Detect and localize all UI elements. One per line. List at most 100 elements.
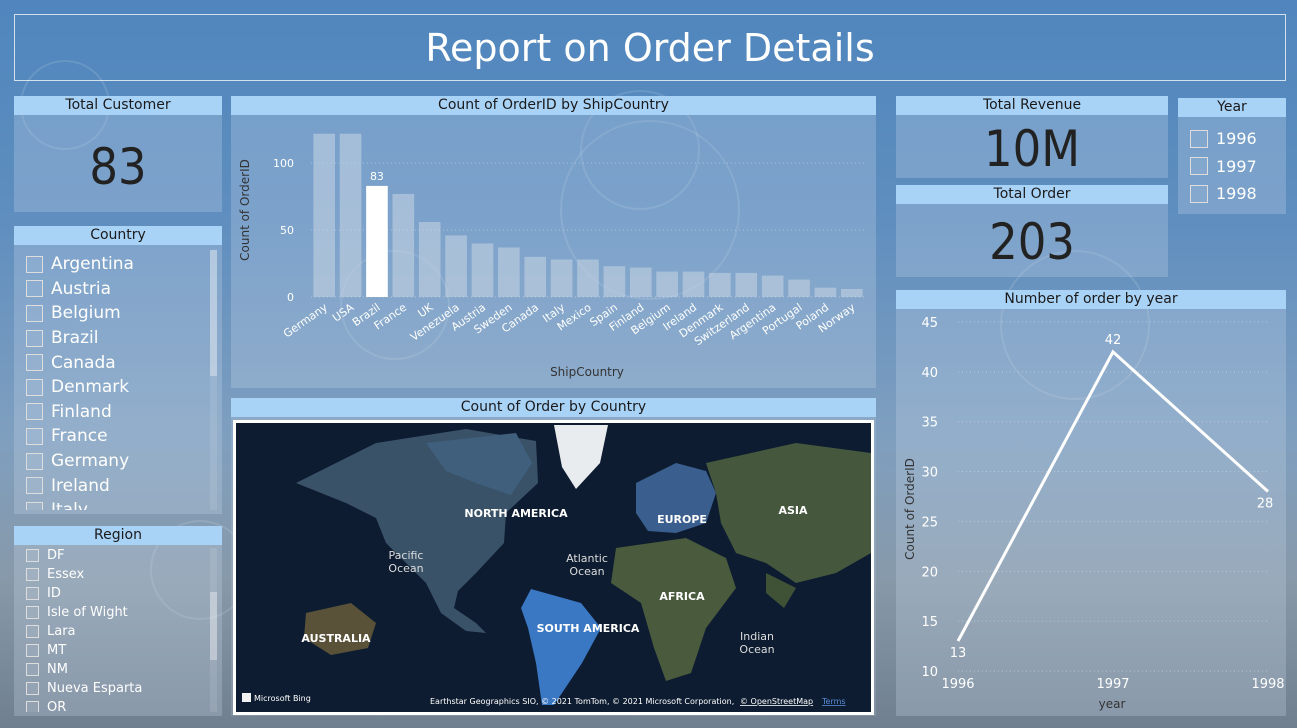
country-option[interactable]: Ireland [26, 473, 208, 498]
y-tick-label: 35 [921, 416, 938, 431]
region-option[interactable]: NM [26, 660, 208, 679]
map-label: Atlantic Ocean [566, 552, 608, 578]
bar[interactable] [550, 259, 573, 297]
bar[interactable] [445, 235, 467, 297]
total-order-card: Total Order 203 [896, 185, 1168, 277]
country-option[interactable]: France [26, 424, 208, 449]
region-option[interactable]: Essex [26, 565, 208, 584]
country-label: Brazil [51, 328, 99, 349]
bar[interactable] [709, 272, 731, 297]
country-slicer: Country Argentina Austria Belgium Brazil Can… [14, 226, 222, 514]
checkbox[interactable] [26, 427, 43, 445]
bar[interactable] [524, 256, 547, 297]
checkbox[interactable] [26, 587, 39, 600]
checkbox[interactable] [26, 501, 43, 510]
checkbox[interactable] [26, 255, 43, 273]
series-line[interactable] [956, 349, 1270, 642]
checkbox[interactable] [26, 625, 39, 638]
checkbox[interactable] [1190, 184, 1208, 203]
map-label: ASIA [778, 504, 808, 517]
bar[interactable] [339, 133, 362, 297]
bar[interactable] [313, 133, 336, 297]
scrollbar-thumb[interactable] [210, 592, 217, 660]
bar[interactable] [735, 272, 758, 297]
region-option[interactable]: ID [26, 584, 208, 603]
country-option[interactable]: Canada [26, 350, 208, 375]
checkbox[interactable] [26, 329, 43, 347]
bar[interactable] [603, 266, 626, 297]
country-label: Belgium [51, 303, 121, 324]
chart-title: Number of order by year [896, 290, 1286, 309]
region-option[interactable]: MT [26, 641, 208, 660]
country-option[interactable]: Brazil [26, 326, 208, 351]
checkbox[interactable] [26, 568, 39, 581]
checkbox[interactable] [26, 280, 43, 298]
checkbox[interactable] [26, 663, 39, 676]
checkbox[interactable] [26, 403, 43, 421]
data-label: 42 [1105, 333, 1122, 348]
map-frame[interactable]: NORTH AMERICA SOUTH AMERICA EUROPE ASIA … [233, 420, 874, 715]
country-option[interactable]: Austria [26, 277, 208, 302]
country-option[interactable]: Belgium [26, 301, 208, 326]
country-option[interactable]: Denmark [26, 375, 208, 400]
checkbox[interactable] [26, 354, 43, 372]
world-map[interactable]: NORTH AMERICA SOUTH AMERICA EUROPE ASIA … [236, 423, 871, 712]
scrollbar-track [210, 548, 217, 712]
checkbox[interactable] [26, 452, 43, 470]
bar[interactable] [366, 185, 388, 297]
scrollbar-thumb[interactable] [210, 250, 217, 376]
y-tick-label: 45 [921, 316, 938, 331]
checkbox[interactable] [26, 644, 39, 657]
terms-link[interactable]: Terms [821, 697, 846, 706]
bar[interactable] [629, 267, 652, 297]
bar[interactable] [577, 259, 599, 297]
y-tick-label: 50 [280, 224, 294, 237]
map-label: SOUTH AMERICA [537, 622, 640, 635]
region-option[interactable]: DF [26, 546, 208, 565]
bar[interactable] [471, 243, 494, 297]
region-option[interactable]: Isle of Wight [26, 603, 208, 622]
bar[interactable] [761, 275, 784, 297]
checkbox[interactable] [26, 701, 39, 712]
card-title: Total Order [896, 185, 1168, 204]
checkbox[interactable] [26, 549, 39, 562]
bar[interactable] [840, 288, 863, 297]
bar[interactable] [682, 271, 705, 297]
checkbox[interactable] [1190, 157, 1208, 176]
bar[interactable] [498, 247, 520, 297]
year-option[interactable]: 1998 [1190, 180, 1282, 208]
osm-link[interactable]: © OpenStreetMap [740, 697, 813, 706]
region-option[interactable]: OR [26, 698, 208, 712]
map-label: EUROPE [657, 513, 707, 526]
year-slicer: Year 1996 1997 1998 [1178, 98, 1286, 214]
y-tick-label: 100 [273, 157, 294, 170]
bar[interactable] [418, 222, 441, 297]
country-option[interactable]: Argentina [26, 252, 208, 277]
data-label: 83 [370, 170, 384, 183]
checkbox[interactable] [26, 477, 43, 495]
bar[interactable] [814, 287, 837, 297]
x-axis-label: ShipCountry [550, 365, 624, 379]
country-option[interactable]: Finland [26, 400, 208, 425]
checkbox[interactable] [26, 304, 43, 322]
year-option[interactable]: 1997 [1190, 153, 1282, 181]
country-option[interactable]: Germany [26, 449, 208, 474]
year-option[interactable]: 1996 [1190, 125, 1282, 153]
map-label: NORTH AMERICA [464, 507, 568, 520]
checkbox[interactable] [26, 606, 39, 619]
card-title: Total Revenue [896, 96, 1168, 115]
region-slicer: Region DF Essex ID Isle of Wight Lara MT NM Nue… [14, 526, 222, 716]
bar[interactable] [392, 193, 415, 297]
bar[interactable] [788, 279, 810, 297]
total-customer-card: Total Customer 83 [14, 96, 222, 212]
bar[interactable] [656, 271, 678, 297]
region-option[interactable]: Lara [26, 622, 208, 641]
line-chart: 10 15 20 25 30 35 40 45 13 1996 42 1997 28 1998 year Co… [903, 316, 1285, 711]
region-option[interactable]: Nueva Esparta [26, 679, 208, 698]
checkbox[interactable] [1190, 129, 1208, 148]
checkbox[interactable] [26, 682, 39, 695]
country-option[interactable]: Italy [26, 498, 208, 510]
y-tick-label: 0 [287, 291, 294, 304]
checkbox[interactable] [26, 378, 43, 396]
